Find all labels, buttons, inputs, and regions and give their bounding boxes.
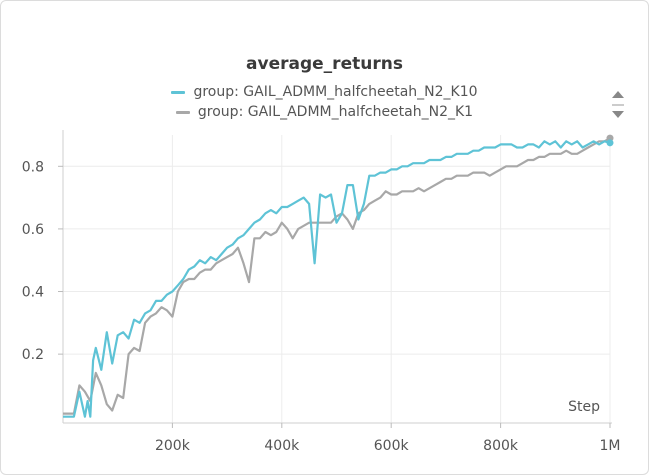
series-lines	[63, 134, 614, 418]
legend-label-k10: group: GAIL_ADMM_halfcheetah_N2_K10	[193, 84, 478, 100]
series-line-1	[63, 137, 611, 415]
legend-swatch-k10	[171, 90, 186, 94]
series-end-point-0	[606, 139, 614, 147]
y-tick-label: 0.8	[22, 159, 44, 175]
y-axis: 0.2 0.4 0.6 0.8	[22, 130, 64, 423]
y-tick-label: 0.2	[22, 347, 44, 363]
x-tick-label: 200k	[155, 438, 191, 454]
x-axis-label: Step	[568, 399, 600, 415]
legend-swatch-k1	[175, 110, 190, 114]
chart-title: average_returns	[246, 54, 403, 74]
x-tick-label: 800k	[483, 438, 519, 454]
legend-label-k1: group: GAIL_ADMM_halfcheetah_N2_K1	[197, 104, 474, 120]
legend-entry-k10[interactable]: group: GAIL_ADMM_halfcheetah_N2_K10	[0, 84, 649, 100]
series-line-0	[63, 140, 611, 418]
y-tick-label: 0.6	[22, 222, 44, 238]
x-tick-label: 1M	[600, 438, 621, 454]
triangle-down-icon[interactable]	[612, 111, 624, 118]
x-tick-label: 600k	[374, 438, 410, 454]
x-axis: 200k 400k 600k 800k 1M	[63, 422, 621, 454]
legend-entry-k1[interactable]: group: GAIL_ADMM_halfcheetah_N2_K1	[0, 104, 649, 120]
triangle-up-icon[interactable]	[612, 91, 624, 98]
grid-lines	[63, 135, 611, 423]
x-tick-label: 400k	[264, 438, 300, 454]
legend-scroll-controls[interactable]	[611, 90, 625, 120]
y-tick-label: 0.4	[22, 285, 44, 301]
